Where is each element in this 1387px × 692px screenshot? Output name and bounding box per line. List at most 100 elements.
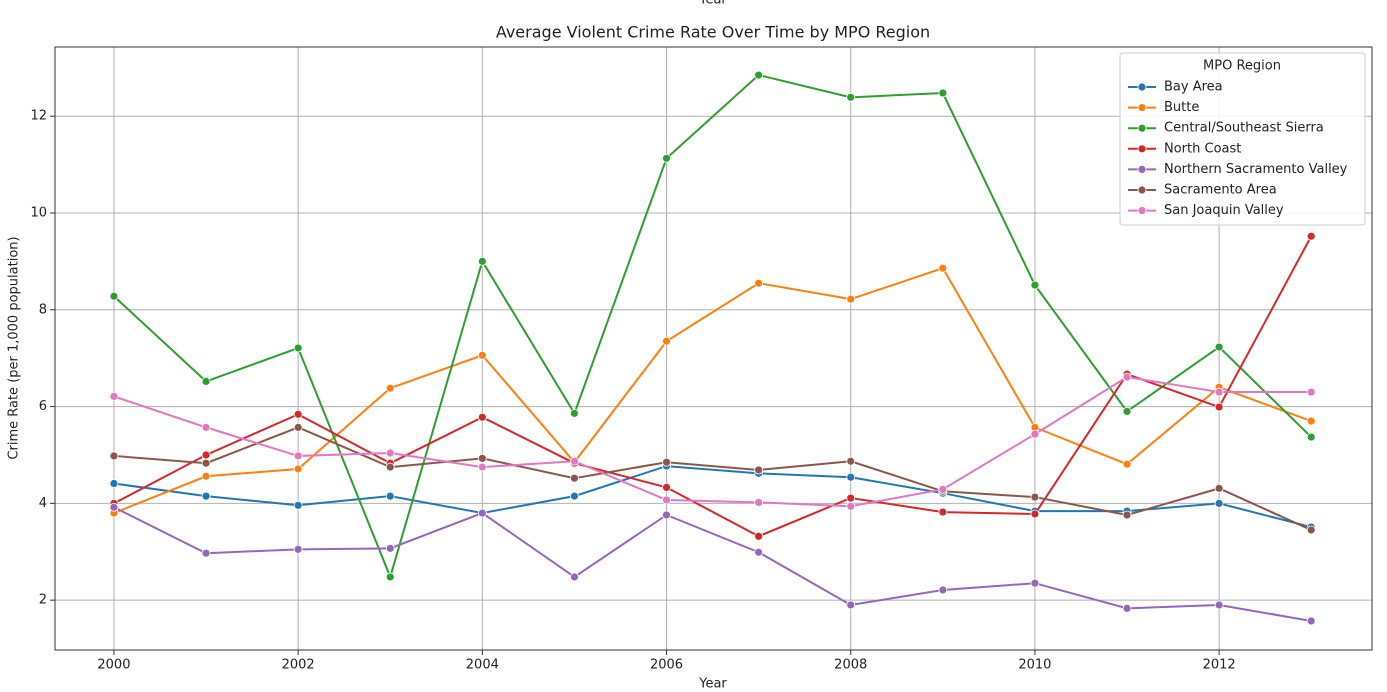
data-point (1214, 483, 1224, 493)
data-point (385, 383, 395, 393)
data-point (1306, 416, 1316, 426)
data-point (570, 491, 579, 501)
legend: MPO Region Bay Area Butte Central/Southeas… (1119, 52, 1366, 226)
data-point (846, 294, 856, 304)
data-point (846, 493, 856, 503)
data-point (1306, 616, 1316, 626)
y-tick-label: 10 (30, 205, 47, 220)
legend-marker (1137, 144, 1147, 154)
data-point (846, 600, 856, 610)
data-point (293, 451, 303, 461)
x-tick-label: 2000 (97, 658, 130, 673)
legend-marker (1137, 164, 1147, 174)
data-point (109, 502, 119, 512)
data-point (938, 507, 948, 517)
data-point (1122, 603, 1132, 613)
data-point (477, 350, 487, 360)
legend-label: Sacramento Area (1164, 183, 1277, 198)
x-tick-label: 2012 (1203, 658, 1236, 673)
data-point (477, 453, 487, 463)
y-tick-label: 4 (39, 496, 47, 511)
series-line (113, 465, 1312, 529)
data-point (1122, 459, 1132, 469)
data-point (1122, 510, 1132, 520)
data-point (662, 482, 671, 492)
x-tick-label: 2004 (466, 658, 499, 673)
grid: 2000 2002 2004 2006 2008 2010 2012 2 4 6 8 10 12 (30, 47, 1372, 673)
data-point (754, 497, 764, 507)
data-point (1306, 525, 1316, 535)
data-point (570, 572, 579, 582)
data-point (293, 422, 303, 432)
data-point (1030, 492, 1040, 502)
data-point (385, 462, 395, 472)
data-point (385, 491, 395, 501)
data-point (201, 377, 211, 386)
legend-marker (1137, 82, 1147, 92)
data-point (662, 336, 671, 346)
data-point (477, 256, 487, 266)
series-line (113, 426, 1312, 531)
legend-label: Bay Area (1164, 80, 1223, 95)
data-point (938, 88, 948, 98)
data-point (1030, 578, 1040, 588)
x-axis-label: Year (698, 677, 727, 692)
data-point (385, 448, 395, 458)
x-tick-label: 2010 (1018, 658, 1051, 673)
legend-label: Butte (1164, 100, 1199, 115)
data-point (662, 510, 671, 520)
series-line (113, 506, 1312, 622)
data-point (1214, 600, 1224, 610)
y-axis-label: Crime Rate (per 1,000 population) (7, 236, 22, 459)
data-point (1306, 387, 1316, 397)
data-point (1030, 509, 1040, 519)
data-point (662, 457, 671, 467)
clipped-label: Year (698, 0, 727, 8)
data-point (1122, 407, 1132, 416)
x-tick-label: 2006 (650, 658, 683, 673)
data-point (293, 464, 303, 474)
plot (109, 70, 1316, 626)
data-point (754, 70, 764, 80)
data-point (938, 484, 948, 494)
data-point (385, 543, 395, 553)
legend-label: North Coast (1164, 141, 1241, 156)
data-point (201, 491, 211, 501)
x-tick-label: 2002 (282, 658, 315, 673)
data-point (1214, 498, 1224, 508)
data-point (570, 473, 579, 483)
data-point (109, 451, 119, 461)
data-point (1214, 387, 1224, 397)
data-point (293, 500, 303, 510)
data-point (293, 409, 303, 419)
data-point (570, 408, 579, 418)
data-point (109, 392, 119, 401)
data-point (109, 479, 119, 488)
y-tick-label: 2 (39, 593, 47, 608)
data-point (846, 92, 856, 102)
data-point (109, 291, 119, 301)
data-point (293, 343, 303, 353)
legend-marker (1137, 123, 1147, 133)
y-tick-label: 8 (39, 302, 47, 317)
data-point (846, 472, 856, 482)
data-point (201, 450, 211, 460)
data-point (570, 456, 579, 466)
data-point (201, 471, 211, 481)
data-point (846, 501, 856, 511)
data-point (662, 153, 671, 163)
data-point (938, 263, 948, 273)
y-tick-label: 6 (39, 399, 47, 414)
data-point (662, 495, 671, 505)
legend-label: San Joaquin Valley (1164, 203, 1284, 218)
data-point (477, 462, 487, 472)
series-line (113, 266, 1312, 514)
legend-marker (1137, 185, 1147, 195)
data-point (477, 412, 487, 422)
data-point (385, 572, 395, 582)
data-point (754, 465, 764, 475)
data-point (1030, 429, 1040, 439)
series-line (113, 73, 1312, 580)
data-point (293, 544, 303, 554)
legend-marker (1137, 206, 1147, 216)
